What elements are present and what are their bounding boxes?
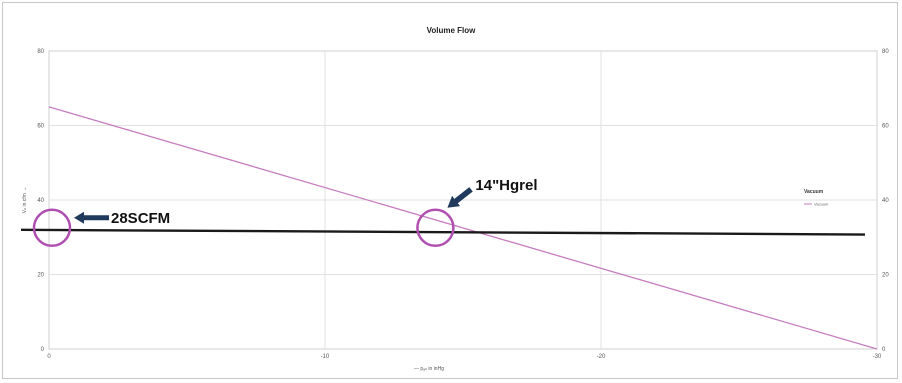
x-tick-label: -20 <box>597 354 606 360</box>
annotation-circle-14hgrel <box>416 208 455 248</box>
chart-title: Volume Flow <box>427 26 477 35</box>
x-tick-label: -30 <box>873 354 882 360</box>
series-line-vacuum <box>48 106 878 350</box>
y-tick-label-left: 0 <box>41 347 45 353</box>
y-tick-label-right: 0 <box>882 347 886 353</box>
y-tick-label-right: 60 <box>882 124 889 130</box>
legend-entry: Vacuum <box>814 202 829 207</box>
arrow-shape <box>447 187 473 208</box>
volume-flow-chart: Volume Flow 0 20 40 60 80 0 20 40 60 80 0 -10 -20 -… <box>20 26 889 372</box>
y-tick-label-left: 80 <box>37 49 44 55</box>
y-tick-label-right: 20 <box>882 273 889 279</box>
y-tick-label-left: 20 <box>37 273 44 279</box>
arrow-icon-diagonal <box>447 187 473 208</box>
annotation-14hgrel: 14"Hgrel <box>475 177 537 194</box>
x-axis-label: — pₐₙ in inHg <box>414 366 444 372</box>
y-axis-right-ticks: 0 20 40 60 80 <box>882 49 889 353</box>
reference-line <box>20 228 866 236</box>
annotation-circle-28scfm <box>32 208 72 248</box>
y-tick-label-left: 40 <box>37 198 44 204</box>
y-tick-label-left: 60 <box>37 124 44 130</box>
annotation-28scfm: 28SCFM <box>111 210 170 227</box>
x-axis-ticks: 0 -10 -20 -30 <box>47 354 882 360</box>
arrow-shape <box>74 211 109 224</box>
x-tick-label: 0 <box>47 354 51 360</box>
y-tick-label-right: 40 <box>882 198 889 204</box>
y-tick-label-right: 80 <box>882 49 889 55</box>
chart-frame: Volume Flow 0 20 40 60 80 0 20 40 60 80 0 -10 -20 -… <box>2 2 898 379</box>
arrow-icon-left <box>74 211 109 224</box>
y-axis-label: Vₙ in cfm → <box>22 187 28 213</box>
legend: Vacuum Vacuum <box>804 189 829 207</box>
y-axis-left-ticks: 0 20 40 60 80 <box>37 49 44 353</box>
x-tick-label: -10 <box>321 354 330 360</box>
legend-title: Vacuum <box>804 189 824 195</box>
grid-lines <box>49 51 877 349</box>
